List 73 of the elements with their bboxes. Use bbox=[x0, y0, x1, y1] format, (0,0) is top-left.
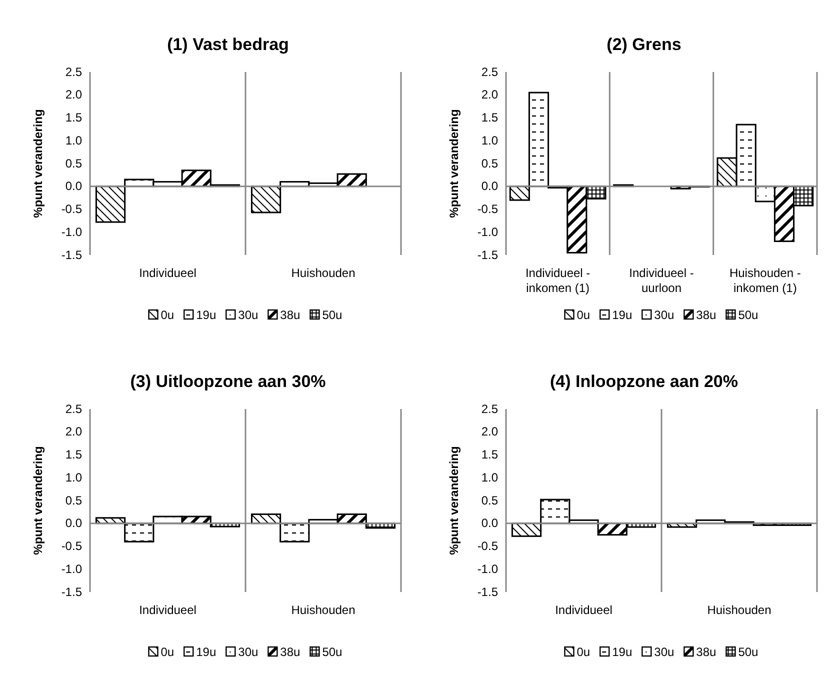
legend-label: 30u bbox=[238, 645, 258, 659]
y-axis-title: %punt verandering bbox=[447, 109, 461, 218]
y-axis-title: %punt verandering bbox=[31, 446, 45, 555]
y-axis-title: %punt verandering bbox=[447, 446, 461, 555]
x-tick-label: Individueel bbox=[139, 603, 196, 617]
y-axis-title: %punt verandering bbox=[31, 109, 45, 218]
legend-label: 0u bbox=[576, 308, 590, 322]
legend-label: 38u bbox=[696, 645, 716, 659]
y-tick-label: -0.5 bbox=[477, 202, 498, 216]
chart-title: (1) Vast bedrag bbox=[167, 35, 289, 54]
legend-label: 50u bbox=[738, 645, 758, 659]
y-tick-label: 2.0 bbox=[481, 424, 498, 439]
y-tick-label: 2.5 bbox=[65, 64, 82, 79]
x-tick-label: Huishouden - inkomen (1) bbox=[729, 266, 801, 295]
y-tick-label: -1.0 bbox=[61, 562, 82, 576]
legend-label: 0u bbox=[576, 645, 590, 659]
y-tick-label: -1.0 bbox=[477, 562, 498, 576]
chart-title: (4) Inloopzone aan 20% bbox=[550, 372, 738, 391]
y-tick-label: 0.5 bbox=[65, 493, 82, 508]
x-tick-label: Individueel bbox=[139, 266, 196, 280]
y-tick-label: -1.0 bbox=[477, 224, 498, 239]
y-tick-label: 0.0 bbox=[481, 516, 498, 530]
y-tick-label: 0.5 bbox=[481, 493, 498, 508]
y-tick-label: 0.0 bbox=[481, 179, 498, 194]
legend-label: 0u bbox=[160, 308, 174, 322]
x-tick-label: Individueel bbox=[555, 603, 612, 617]
y-tick-label: 2.0 bbox=[481, 88, 498, 102]
y-tick-label: 1.0 bbox=[481, 133, 498, 148]
legend-label: 50u bbox=[738, 308, 758, 322]
legend-label: 30u bbox=[238, 308, 258, 322]
legend-label: 19u bbox=[196, 308, 216, 322]
y-tick-label: -0.5 bbox=[477, 539, 498, 554]
y-tick-label: 0.5 bbox=[65, 156, 82, 170]
y-tick-label: 2.0 bbox=[65, 424, 82, 439]
y-tick-label: 0.0 bbox=[65, 179, 82, 194]
legend-label: 30u bbox=[654, 308, 674, 322]
legend-label: 19u bbox=[612, 645, 632, 659]
x-tick-label: Individueel - uurloon bbox=[629, 266, 694, 295]
y-tick-label: 1.0 bbox=[481, 470, 498, 484]
y-tick-label: -0.5 bbox=[61, 202, 82, 216]
y-tick-label: -1.5 bbox=[477, 584, 498, 599]
y-tick-label: -1.5 bbox=[61, 584, 82, 599]
y-tick-label: 2.5 bbox=[65, 402, 82, 416]
x-tick-label: Huishouden bbox=[291, 603, 356, 617]
y-tick-label: -1.0 bbox=[61, 224, 82, 239]
y-tick-label: 1.0 bbox=[65, 470, 82, 484]
x-tick-label: Huishouden bbox=[291, 266, 356, 280]
y-tick-label: 1.5 bbox=[481, 110, 498, 125]
chart-title: (2) Grens bbox=[606, 35, 682, 54]
legend-label: 19u bbox=[196, 645, 216, 659]
chart-title: (3) Uitloopzone aan 30% bbox=[130, 372, 326, 391]
y-tick-label: 2.0 bbox=[65, 88, 82, 102]
x-tick-label: Huishouden bbox=[707, 603, 772, 617]
y-tick-label: 1.5 bbox=[65, 110, 82, 125]
y-tick-label: 1.5 bbox=[65, 448, 82, 462]
y-tick-label: 2.5 bbox=[481, 402, 498, 416]
legend-label: 50u bbox=[322, 645, 342, 659]
legend-label: 30u bbox=[654, 645, 674, 659]
y-tick-label: 0.0 bbox=[65, 516, 82, 530]
legend-label: 0u bbox=[160, 645, 174, 659]
y-tick-label: 2.5 bbox=[481, 64, 498, 79]
y-tick-label: 1.0 bbox=[65, 133, 82, 148]
legend-label: 38u bbox=[280, 308, 300, 322]
y-tick-label: 0.5 bbox=[481, 156, 498, 170]
legend-label: 38u bbox=[696, 308, 716, 322]
y-tick-label: -1.5 bbox=[61, 248, 82, 262]
y-tick-label: -0.5 bbox=[61, 539, 82, 554]
y-tick-label: 1.5 bbox=[481, 448, 498, 462]
legend-label: 19u bbox=[612, 308, 632, 322]
y-tick-label: -1.5 bbox=[477, 248, 498, 262]
legend-label: 38u bbox=[280, 645, 300, 659]
legend-label: 50u bbox=[322, 308, 342, 322]
x-tick-label: Individueel - inkomen (1) bbox=[525, 266, 590, 295]
